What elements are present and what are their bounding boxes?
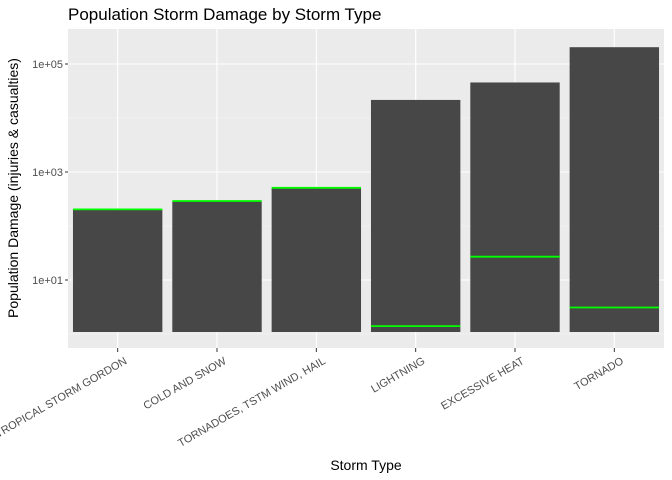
x-axis-title: Storm Type xyxy=(330,457,402,473)
chart-title: Population Storm Damage by Storm Type xyxy=(68,5,381,24)
x-axis: TROPICAL STORM GORDON COLD AND SNOW TORNAD… xyxy=(0,348,626,450)
y-tick-label: 1e+05 xyxy=(32,59,63,71)
x-tick-label: LIGHTNING xyxy=(369,355,427,395)
x-tick-label: TROPICAL STORM GORDON xyxy=(0,355,129,440)
grid-minor xyxy=(68,117,664,335)
bar xyxy=(370,99,461,332)
y-axis: 1e+01 1e+03 1e+05 xyxy=(32,59,68,287)
bars xyxy=(72,47,660,333)
y-axis-title: Population Damage (injuries & casualties… xyxy=(5,58,21,318)
bar xyxy=(72,209,163,332)
x-tick-label: TORNADO xyxy=(572,355,626,393)
plot-panel xyxy=(68,29,664,348)
x-tick-label: EXCESSIVE HEAT xyxy=(439,355,527,413)
x-tick-label: COLD AND SNOW xyxy=(142,355,230,412)
bar xyxy=(470,82,560,333)
bar xyxy=(569,47,660,332)
bar xyxy=(271,188,362,332)
markers xyxy=(72,186,660,328)
bar xyxy=(172,201,262,332)
y-tick-label: 1e+01 xyxy=(32,275,63,287)
y-tick-label: 1e+03 xyxy=(32,167,63,179)
